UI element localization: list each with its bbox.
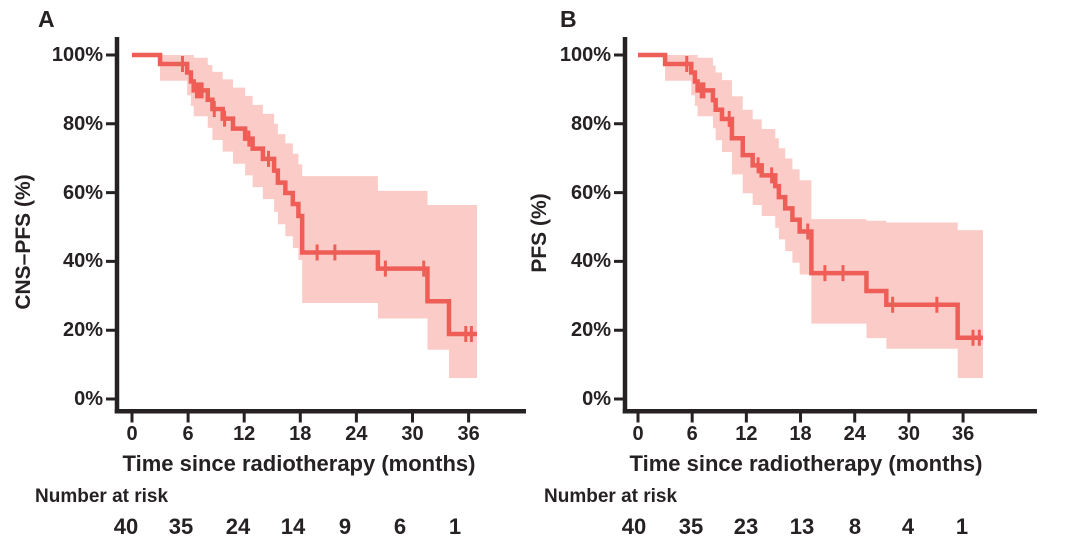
x-tick-label: 6 bbox=[182, 423, 194, 445]
x-tick-label: 0 bbox=[632, 423, 644, 445]
x-tick-label: 24 bbox=[843, 423, 866, 445]
panel-a-x-axis-title: Time since radiotherapy (months) bbox=[122, 451, 476, 476]
confidence-band bbox=[160, 55, 478, 379]
censor-marks bbox=[180, 55, 473, 342]
x-tick-label: 6 bbox=[686, 423, 698, 445]
y-tick-label: 80% bbox=[570, 112, 611, 135]
number-at-risk-value: 9 bbox=[338, 514, 352, 539]
number-at-risk-value: 24 bbox=[225, 514, 251, 539]
x-tick-label: 30 bbox=[401, 423, 424, 445]
confidence-band bbox=[665, 55, 983, 379]
x-tick-label: 24 bbox=[345, 423, 368, 445]
y-tick-label: 0% bbox=[582, 388, 611, 410]
panel-b-x-axis-title: Time since radiotherapy (months) bbox=[629, 451, 983, 476]
y-tick-label: 100% bbox=[559, 44, 611, 66]
y-tick-label: 20% bbox=[570, 319, 611, 342]
number-at-risk-value: 35 bbox=[168, 514, 194, 539]
x-tick-label: 36 bbox=[457, 423, 480, 445]
x-tick-label: 36 bbox=[951, 423, 975, 445]
x-tick-label: 18 bbox=[789, 423, 812, 445]
x-tick-marks bbox=[130, 413, 471, 423]
x-tick-label: 18 bbox=[289, 423, 312, 445]
number-at-risk-value: 40 bbox=[621, 514, 647, 539]
number-at-risk-value: 1 bbox=[955, 514, 969, 539]
x-tick-label: 12 bbox=[233, 423, 256, 445]
number-at-risk-value: 40 bbox=[113, 514, 139, 539]
y-tick-label: 0% bbox=[74, 388, 103, 410]
survival-curve bbox=[132, 52, 478, 337]
y-tick-marks bbox=[614, 53, 623, 401]
number-at-risk-value: 1 bbox=[448, 514, 462, 539]
y-tick-label: 60% bbox=[62, 181, 103, 204]
number-at-risk-value: 13 bbox=[789, 514, 815, 539]
y-tick-label: 100% bbox=[51, 44, 103, 66]
panel-b-label: B bbox=[560, 6, 577, 32]
number-at-risk-value: 6 bbox=[393, 514, 407, 539]
x-tick-label: 30 bbox=[897, 423, 921, 445]
censor-marks bbox=[685, 55, 981, 346]
y-tick-label: 80% bbox=[62, 112, 103, 135]
number-at-risk-value: 35 bbox=[678, 514, 704, 539]
number-at-risk-value: 4 bbox=[901, 514, 915, 539]
x-tick-label: 12 bbox=[735, 423, 758, 445]
y-tick-label: 40% bbox=[62, 250, 103, 273]
y-tick-label: 60% bbox=[570, 181, 611, 204]
x-tick-label: 0 bbox=[126, 423, 138, 445]
y-tick-marks bbox=[106, 53, 115, 401]
number-at-risk-value: 8 bbox=[848, 514, 862, 539]
y-tick-label: 20% bbox=[62, 319, 103, 342]
panel-a-label: A bbox=[38, 6, 55, 32]
number-at-risk-value: 23 bbox=[733, 514, 759, 539]
x-tick-marks bbox=[636, 413, 965, 423]
y-tick-label: 40% bbox=[570, 250, 611, 273]
panel-a-number-at-risk-label: Number at risk bbox=[35, 486, 169, 507]
number-at-risk-value: 14 bbox=[280, 514, 306, 539]
panel-b-number-at-risk-label: Number at risk bbox=[544, 486, 678, 507]
